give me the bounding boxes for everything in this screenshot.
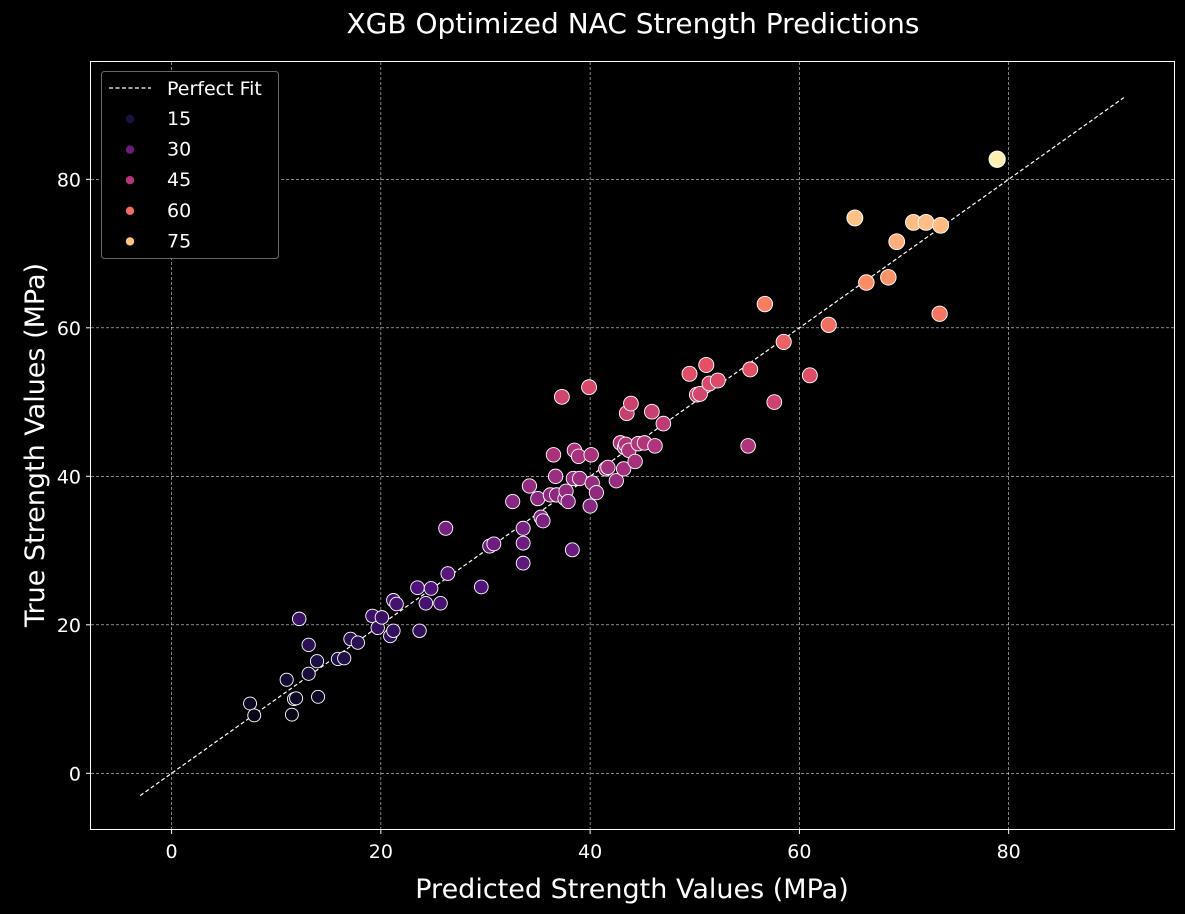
data-point — [858, 274, 875, 291]
data-point — [545, 447, 562, 463]
data-point — [698, 356, 715, 373]
legend-marker — [125, 237, 135, 246]
points-layer — [243, 150, 1006, 723]
x-tick-label: 40 — [578, 841, 602, 863]
data-point — [583, 447, 599, 463]
data-point — [412, 623, 427, 638]
data-point — [515, 520, 531, 536]
data-point — [600, 459, 616, 476]
data-point — [553, 388, 570, 405]
data-point — [473, 579, 489, 595]
legend-marker — [125, 176, 135, 185]
data-point — [608, 473, 624, 489]
x-tick-label: 60 — [787, 841, 811, 863]
data-point — [692, 386, 708, 402]
legend-box — [101, 71, 279, 259]
x-tick-label: 80 — [997, 841, 1021, 863]
data-point — [438, 520, 454, 536]
data-point — [423, 581, 439, 596]
data-point — [337, 651, 352, 666]
data-point — [418, 596, 434, 611]
data-point — [740, 438, 756, 454]
legend-marker — [125, 114, 135, 124]
y-axis-label: True Strength Values (MPa) — [20, 263, 51, 628]
y-tick-label: 40 — [57, 466, 81, 488]
data-point — [311, 689, 326, 704]
data-point — [655, 415, 672, 432]
data-point — [386, 623, 401, 638]
data-point — [742, 361, 759, 378]
data-point — [350, 635, 365, 650]
data-point — [547, 468, 564, 484]
data-point — [292, 611, 307, 627]
data-point — [530, 491, 546, 507]
data-point — [627, 453, 643, 470]
y-tick-label: 60 — [57, 318, 81, 340]
data-point — [681, 365, 698, 382]
data-point — [931, 305, 948, 322]
x-tick-label: 0 — [166, 841, 178, 863]
legend-label: 60 — [167, 200, 191, 222]
data-point — [374, 610, 390, 625]
data-point — [709, 372, 726, 389]
data-point — [582, 498, 598, 514]
data-point — [623, 395, 639, 412]
data-point — [820, 316, 837, 333]
legend-marker — [125, 206, 135, 215]
data-point — [505, 493, 521, 510]
legend-label: 75 — [167, 230, 191, 252]
legend-label: 30 — [167, 139, 191, 161]
y-tick-label: 0 — [69, 763, 81, 785]
data-point — [486, 536, 502, 552]
legend: Perfect Fit 15 30 45 60 75 — [101, 71, 279, 259]
legend-hue-items: 15 30 45 60 75 — [125, 108, 191, 252]
y-tick-label: 20 — [57, 615, 81, 637]
data-point — [564, 542, 580, 558]
data-point — [284, 707, 299, 722]
data-point — [988, 150, 1006, 168]
data-point — [410, 580, 425, 595]
data-point — [521, 478, 538, 494]
data-point — [801, 367, 818, 384]
data-point — [615, 461, 632, 477]
data-point — [932, 216, 950, 234]
data-point — [243, 696, 257, 711]
data-point — [301, 637, 316, 652]
data-point — [846, 209, 864, 227]
data-point — [775, 333, 792, 350]
data-point — [535, 513, 551, 529]
data-point — [433, 596, 448, 611]
data-point — [766, 394, 783, 410]
data-point — [647, 438, 663, 454]
y-tick-label: 80 — [57, 169, 81, 191]
legend-label: 15 — [167, 108, 191, 130]
data-point — [644, 403, 660, 420]
data-point — [389, 596, 404, 612]
data-point — [888, 233, 906, 251]
data-point — [440, 566, 456, 581]
chart-title: XGB Optimized NAC Strength Predictions — [347, 7, 920, 40]
data-point — [515, 535, 531, 551]
data-point — [279, 672, 294, 687]
legend-label: 45 — [167, 169, 191, 191]
data-point — [515, 555, 531, 571]
data-point — [917, 213, 935, 231]
legend-marker — [125, 145, 135, 154]
data-point — [309, 654, 325, 669]
data-point — [588, 485, 604, 501]
data-point — [880, 269, 897, 286]
x-tick-label: 20 — [369, 841, 393, 863]
data-point — [301, 666, 316, 681]
data-point — [560, 493, 576, 510]
data-point — [289, 691, 304, 706]
plot-frame — [90, 61, 1175, 830]
x-axis-label: Predicted Strength Values (MPa) — [415, 874, 848, 905]
data-point — [581, 379, 597, 396]
data-point — [756, 295, 774, 313]
legend-line-label: Perfect Fit — [167, 78, 262, 100]
data-point — [247, 708, 262, 723]
tick-layer: 0 20 40 60 80 0 20 40 60 80 — [57, 169, 1021, 863]
